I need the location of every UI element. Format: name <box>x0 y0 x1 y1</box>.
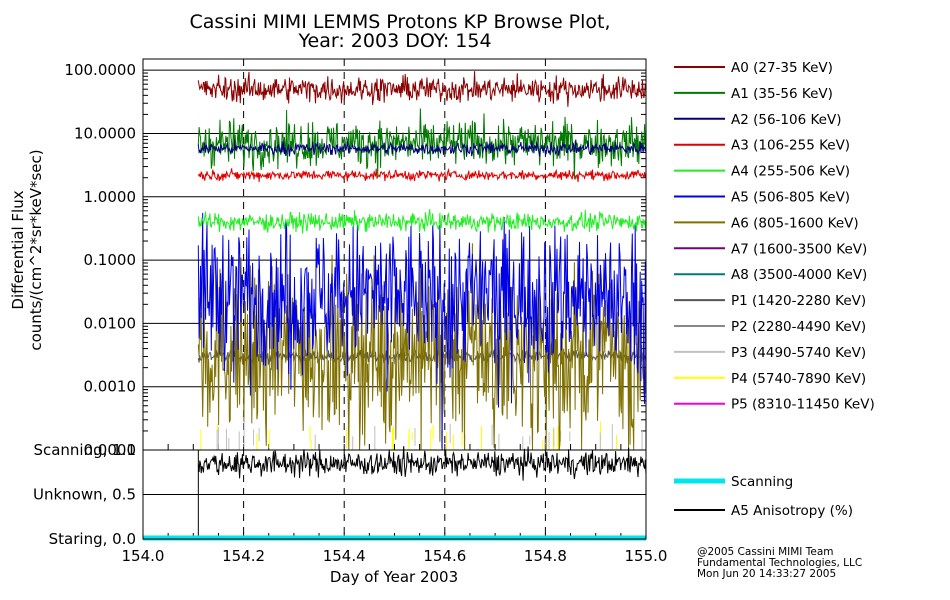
y-tick-label: 10.0000 <box>74 124 136 142</box>
legend-label: A6 (805-1600 KeV) <box>731 215 859 231</box>
anisotropy-line <box>197 446 647 481</box>
y-tick-label: 0.0001 <box>84 441 137 459</box>
mode-series-lines <box>143 446 647 541</box>
x-ticks: 154.0 154.2 154.4 154.6 154.8 155.0 <box>122 547 668 565</box>
y-tick-label: 1.0000 <box>84 188 137 206</box>
series-line <box>200 421 617 450</box>
credit-line-2: Fundamental Technologies, LLC <box>697 557 862 569</box>
x-tick-label: 154.8 <box>524 547 567 565</box>
y-tick-label: 0.0100 <box>84 314 137 332</box>
x-tick-label: 154.6 <box>423 547 466 565</box>
legend-label: A2 (56-106 KeV) <box>731 112 841 128</box>
x-tick-label: 154.4 <box>323 547 366 565</box>
series-line <box>197 71 647 107</box>
legend-label: A1 (35-56 KeV) <box>731 86 833 102</box>
legend-label: A5 (506-805 KeV) <box>731 190 850 206</box>
mode-tick-label: Unknown, 0.5 <box>33 486 136 504</box>
mode-y-ticks: Scanning, 1.0 Unknown, 0.5 Staring, 0.0 <box>33 441 136 548</box>
legend-label: P4 (5740-7890 KeV) <box>731 371 866 387</box>
legend-label: A5 Anisotropy (%) <box>731 503 853 519</box>
legend-label: A0 (27-35 KeV) <box>731 60 833 76</box>
y-axis-units: counts/(cm^2*sr*keV*sec) <box>27 149 45 350</box>
chart-subtitle: Year: 2003 DOY: 154 <box>297 30 491 52</box>
series-line <box>197 212 647 451</box>
flux-series-lines <box>197 71 647 451</box>
x-tick-label: 154.2 <box>222 547 265 565</box>
credit-line-3: Mon Jun 20 14:33:27 2005 <box>697 568 836 580</box>
legend-label: A3 (106-255 KeV) <box>731 138 850 154</box>
y-tick-label: 0.0010 <box>84 378 137 396</box>
x-axis-label: Day of Year 2003 <box>330 568 458 586</box>
flux-y-ticks: 100.0000 10.0000 1.0000 0.1000 0.0100 0.0010 0… <box>64 61 136 459</box>
y-axis-label: Differential Flux <box>9 190 27 309</box>
x-tick-label: 155.0 <box>625 547 668 565</box>
mode-tick-label: Staring, 0.0 <box>49 530 136 548</box>
x-tick-label: 154.0 <box>122 547 165 565</box>
series-line <box>197 209 647 234</box>
legend-label: Scanning <box>731 474 793 490</box>
series-line <box>197 167 647 183</box>
legend-label: P5 (8310-11450 KeV) <box>731 397 875 413</box>
series-line <box>197 139 647 157</box>
series-line <box>197 108 647 180</box>
y-tick-label: 0.1000 <box>84 251 137 269</box>
legend-label: A7 (1600-3500 KeV) <box>731 241 867 257</box>
series-line <box>197 243 647 451</box>
legend-label: A8 (3500-4000 KeV) <box>731 267 867 283</box>
series-line <box>216 419 643 450</box>
chart-title: Cassini MIMI LEMMS Protons KP Browse Plo… <box>189 11 610 33</box>
mode-axes-box <box>142 449 647 540</box>
legend: A0 (27-35 KeV) A1 (35-56 KeV) A2 (56-106 K… <box>674 60 875 519</box>
mode-tick-label: Scanning, 1.0 <box>33 441 136 459</box>
legend-label: P1 (1420-2280 KeV) <box>731 293 866 309</box>
credit-line-1: @2005 Cassini MIMI Team <box>697 546 834 558</box>
mode-panel: Scanning, 1.0 Unknown, 0.5 Staring, 0.0 <box>33 441 647 548</box>
y-tick-label: 100.0000 <box>64 61 136 79</box>
legend-label: P3 (4490-5740 KeV) <box>731 345 866 361</box>
legend-label: A4 (255-506 KeV) <box>731 164 850 180</box>
legend-label: P2 (2280-4490 KeV) <box>731 319 866 335</box>
